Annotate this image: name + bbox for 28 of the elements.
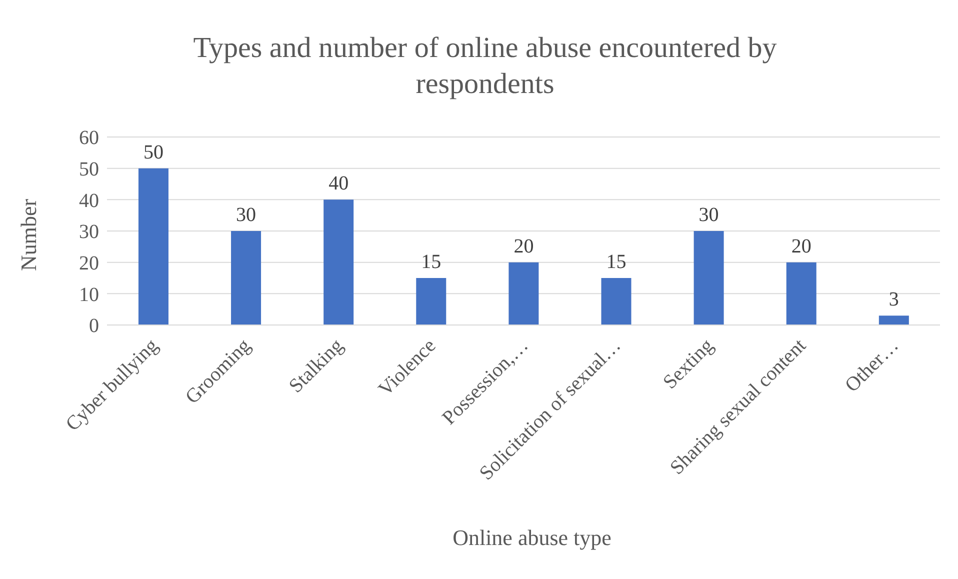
- y-tick-label: 10: [79, 284, 99, 306]
- bar: [694, 231, 724, 325]
- bar: [786, 262, 816, 325]
- data-label: 40: [328, 172, 349, 195]
- data-label: 15: [606, 251, 626, 273]
- data-label: 20: [791, 235, 812, 258]
- y-tick-label: 60: [79, 127, 99, 150]
- y-axis-title: Number: [16, 198, 41, 271]
- data-label: 15: [421, 251, 442, 273]
- bar: [878, 316, 909, 325]
- y-tick-label: 50: [79, 158, 99, 180]
- x-axis-title: Online abuse type: [452, 525, 612, 551]
- bar: [416, 278, 446, 325]
- bar: [508, 262, 539, 325]
- y-tick-label: 40: [79, 190, 99, 212]
- bar: [601, 278, 632, 325]
- data-label: 30: [236, 204, 256, 226]
- data-label: 50: [143, 141, 164, 164]
- bar: [324, 200, 354, 325]
- data-label: 20: [514, 235, 534, 258]
- bar: [231, 231, 262, 325]
- y-tick-label: 30: [79, 221, 99, 244]
- y-tick-label: 20: [79, 252, 99, 274]
- data-label: 3: [888, 288, 899, 311]
- chart-title: Types and number of online abuse encountered by respondents: [192, 31, 778, 102]
- data-label: 30: [698, 204, 719, 226]
- bar: [138, 168, 168, 325]
- y-tick-label: 0: [89, 315, 99, 338]
